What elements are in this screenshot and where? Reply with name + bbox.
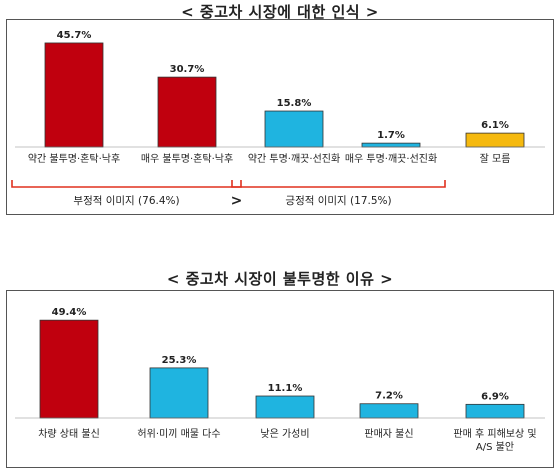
category-label-5-line-1: 판매 후 피해보상 및	[453, 427, 536, 440]
chart-2-title: < 중고차 시장이 불투명한 이유 >	[166, 270, 394, 288]
chart-1-plot: 45.7% 약간 불투명·혼탁·낙후 30.7% 매우 불투명·혼탁·낙후 15.8% 약…	[11, 30, 545, 209]
bar-3	[264, 110, 324, 148]
bar-5	[465, 132, 525, 148]
category-label-1: 약간 불투명·혼탁·낙후	[28, 152, 120, 165]
category-label-3: 약간 투명·깨끗·선진화	[248, 153, 340, 165]
value-label-2: 25.3%	[162, 355, 197, 366]
category-label-4: 판매자 불신	[364, 428, 413, 440]
chart-1-title: < 중고차 시장에 대한 인식 >	[181, 3, 379, 21]
group-label-1: 부정적 이미지 (76.4%)	[73, 195, 179, 207]
bar-3	[255, 395, 315, 419]
value-label-1: 49.4%	[52, 307, 87, 318]
value-label-5: 6.9%	[481, 391, 509, 402]
value-label-5: 6.1%	[481, 120, 509, 131]
bar-4	[359, 403, 419, 419]
group-label-2: 긍정적 이미지 (17.5%)	[285, 195, 391, 207]
value-label-3: 15.8%	[277, 98, 312, 109]
category-label-2: 허위·미끼 매물 다수	[137, 427, 220, 440]
value-label-4: 1.7%	[377, 130, 405, 141]
group-bracket-2	[231, 180, 446, 188]
bar-2	[157, 76, 217, 148]
bar-2	[149, 367, 209, 419]
chart-2-frame: 49.4% 차량 상태 불신 25.3% 허위·미끼 매물 다수 11.1% 낮은 가성비…	[6, 290, 554, 468]
chart-1-frame: 45.7% 약간 불투명·혼탁·낙후 30.7% 매우 불투명·혼탁·낙후 15.8% 약…	[6, 19, 554, 215]
bar-1	[44, 42, 104, 148]
category-label-2: 매우 불투명·혼탁·낙후	[141, 152, 233, 165]
value-label-2: 30.7%	[170, 64, 205, 75]
bar-5	[465, 403, 525, 419]
value-label-1: 45.7%	[57, 30, 92, 41]
chart-2-plot: 49.4% 차량 상태 불신 25.3% 허위·미끼 매물 다수 11.1% 낮은 가성비…	[15, 307, 545, 453]
comparison-symbol: >	[231, 193, 243, 209]
bar-1	[39, 319, 99, 419]
value-label-4: 7.2%	[375, 391, 403, 402]
category-label-5-line-2: A/S 불안	[476, 441, 514, 453]
bar-4	[361, 142, 421, 148]
category-label-1: 차량 상태 불신	[38, 428, 100, 440]
category-label-5: 잘 모름	[480, 153, 511, 165]
category-label-3: 낮은 가성비	[260, 428, 309, 440]
group-bracket-1	[11, 180, 242, 188]
value-label-3: 11.1%	[268, 383, 303, 394]
category-label-4: 매우 투명·깨끗·선진화	[345, 153, 437, 165]
